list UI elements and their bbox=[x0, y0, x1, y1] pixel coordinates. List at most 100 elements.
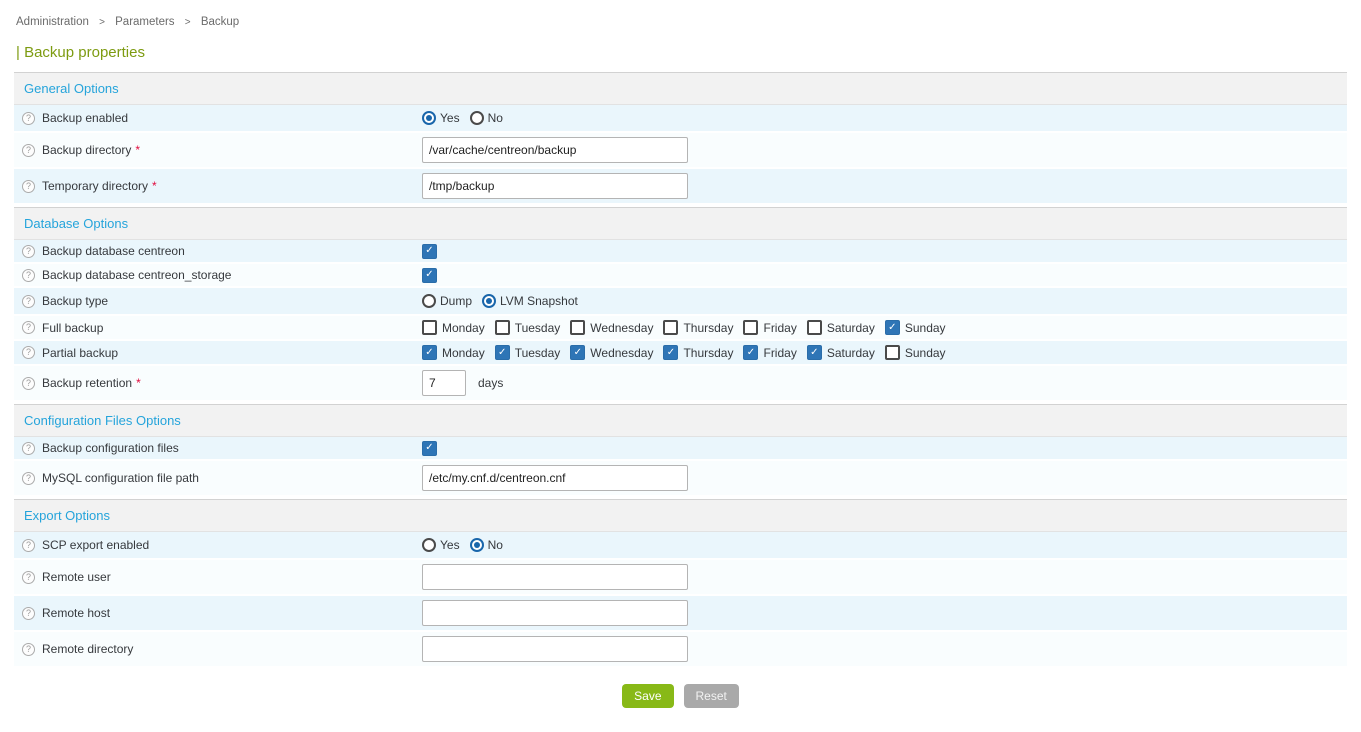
label-cell: ? Backup database centreon_storage bbox=[14, 268, 422, 282]
form-row-backup-database-centreon-storage: ? Backup database centreon_storage ✓ bbox=[14, 264, 1347, 288]
mysql-configuration-file-path-input[interactable] bbox=[422, 465, 688, 491]
remote-host-input[interactable] bbox=[422, 600, 688, 626]
help-icon[interactable]: ? bbox=[22, 143, 35, 157]
radio-label-yes: Yes bbox=[440, 538, 460, 552]
temporary-directory-input[interactable] bbox=[422, 173, 688, 199]
radio-option-yes: Yes bbox=[422, 538, 460, 552]
radio-scp-export-enabled-yes[interactable] bbox=[422, 538, 436, 552]
help-icon[interactable]: ? bbox=[22, 376, 35, 390]
day-label-monday: Monday bbox=[442, 345, 485, 360]
help-icon[interactable]: ? bbox=[22, 346, 35, 359]
radio-scp-export-enabled-no[interactable] bbox=[469, 538, 484, 552]
checkbox-full-backup-saturday[interactable]: ✓ bbox=[806, 320, 822, 335]
day-label-saturday: Saturday bbox=[826, 345, 875, 360]
checkbox-full-backup-monday[interactable]: ✓ bbox=[422, 320, 437, 335]
day-label-friday: Friday bbox=[763, 345, 797, 360]
help-icon[interactable]: ? bbox=[22, 570, 35, 584]
label-cell: ? Remote directory bbox=[14, 642, 422, 656]
action-buttons: Save Reset bbox=[14, 684, 1347, 722]
label-cell: ? SCP export enabled bbox=[14, 538, 422, 552]
checkbox-partial-backup-monday[interactable]: ✓ bbox=[422, 345, 437, 360]
remote-directory-input[interactable] bbox=[422, 636, 688, 662]
checkbox-backup-configuration-files[interactable]: ✓ bbox=[422, 440, 437, 456]
field-label-remote-user: Remote user bbox=[42, 570, 111, 584]
label-cell: ? Backup database centreon bbox=[14, 244, 422, 258]
day-option-thursday: ✓ Thursday bbox=[663, 345, 733, 360]
input-suffix-days: days bbox=[478, 376, 504, 390]
radio-backup-type-dump[interactable] bbox=[422, 294, 436, 308]
help-icon[interactable]: ? bbox=[22, 471, 35, 485]
radio-option-no: No bbox=[469, 111, 503, 125]
form-row-full-backup: ? Full backup ✓ Monday ✓ Tuesday ✓ Wednesday ✓ Th… bbox=[14, 316, 1347, 341]
radio-option-yes: Yes bbox=[422, 111, 460, 125]
label-cell: ? Backup directory * bbox=[14, 143, 422, 157]
help-icon[interactable]: ? bbox=[22, 268, 35, 282]
backup-retention-input[interactable] bbox=[422, 370, 466, 396]
field-label-backup-enabled: Backup enabled bbox=[42, 111, 129, 125]
day-option-saturday: ✓ Saturday bbox=[806, 345, 875, 360]
breadcrumb-separator: > bbox=[184, 17, 191, 28]
field-label-backup-directory: Backup directory bbox=[42, 143, 132, 157]
day-label-friday: Friday bbox=[763, 320, 797, 335]
day-label-thursday: Thursday bbox=[683, 320, 734, 335]
value-cell bbox=[422, 600, 688, 626]
radio-label-dump: Dump bbox=[440, 294, 473, 308]
radio-backup-type-lvm-snapshot[interactable] bbox=[482, 294, 497, 308]
value-cell: ✓ bbox=[422, 440, 442, 456]
checkbox-backup-database-centreon[interactable]: ✓ bbox=[422, 243, 437, 259]
help-icon[interactable]: ? bbox=[22, 244, 35, 258]
label-cell: ? Temporary directory * bbox=[14, 179, 422, 193]
section-header-export-options: Export Options bbox=[14, 499, 1347, 532]
checkbox-full-backup-thursday[interactable]: ✓ bbox=[663, 320, 679, 335]
form-table: General Options? Backup enabled Yes No? Back… bbox=[14, 72, 1347, 668]
help-icon[interactable]: ? bbox=[22, 111, 35, 125]
day-option-monday: ✓ Monday bbox=[422, 320, 485, 335]
breadcrumb-item-administration[interactable]: Administration bbox=[16, 16, 89, 28]
reset-button[interactable]: Reset bbox=[683, 684, 739, 708]
remote-user-input[interactable] bbox=[422, 564, 688, 590]
value-cell: Yes No bbox=[422, 111, 513, 125]
day-option-tuesday: ✓ Tuesday bbox=[494, 345, 560, 360]
checkbox-partial-backup-saturday[interactable]: ✓ bbox=[806, 345, 822, 360]
value-cell: ✓ bbox=[422, 267, 442, 283]
form-row-mysql-configuration-file-path: ? MySQL configuration file path bbox=[14, 461, 1347, 497]
radio-label-lvm-snapshot: LVM Snapshot bbox=[500, 294, 578, 308]
checkbox-full-backup-friday[interactable]: ✓ bbox=[743, 320, 759, 335]
label-cell: ? Backup enabled bbox=[14, 111, 422, 125]
label-cell: ? Remote host bbox=[14, 606, 422, 620]
value-cell: Dump LVM Snapshot bbox=[422, 294, 588, 308]
form-row-backup-configuration-files: ? Backup configuration files ✓ bbox=[14, 437, 1347, 461]
breadcrumb-item-parameters[interactable]: Parameters bbox=[115, 16, 175, 28]
value-cell bbox=[422, 173, 688, 199]
checkbox-partial-backup-friday[interactable]: ✓ bbox=[743, 345, 759, 360]
checkbox-partial-backup-thursday[interactable]: ✓ bbox=[663, 345, 679, 360]
help-icon[interactable]: ? bbox=[22, 294, 35, 308]
radio-option-lvm-snapshot: LVM Snapshot bbox=[482, 294, 578, 308]
value-cell: ✓ bbox=[422, 243, 442, 259]
help-icon[interactable]: ? bbox=[22, 642, 35, 656]
day-label-tuesday: Tuesday bbox=[514, 320, 561, 335]
help-icon[interactable]: ? bbox=[22, 441, 35, 455]
checkbox-full-backup-tuesday[interactable]: ✓ bbox=[494, 320, 510, 335]
help-icon[interactable]: ? bbox=[22, 321, 35, 334]
checkbox-full-backup-wednesday[interactable]: ✓ bbox=[570, 320, 586, 335]
help-icon[interactable]: ? bbox=[22, 606, 35, 620]
radio-backup-enabled-yes[interactable] bbox=[422, 111, 436, 125]
help-icon[interactable]: ? bbox=[22, 538, 35, 552]
backup-directory-input[interactable] bbox=[422, 137, 688, 163]
checkbox-partial-backup-tuesday[interactable]: ✓ bbox=[494, 345, 510, 360]
value-cell bbox=[422, 564, 688, 590]
save-button[interactable]: Save bbox=[622, 684, 674, 708]
checkbox-full-backup-sunday[interactable]: ✓ bbox=[884, 320, 900, 335]
value-cell: ✓ Monday ✓ Tuesday ✓ Wednesday ✓ Thursday ✓ Frida… bbox=[422, 320, 956, 335]
checkbox-partial-backup-sunday[interactable]: ✓ bbox=[884, 345, 900, 360]
day-label-monday: Monday bbox=[442, 320, 485, 335]
help-icon[interactable]: ? bbox=[22, 179, 35, 193]
breadcrumb-item-backup[interactable]: Backup bbox=[200, 16, 240, 28]
value-cell: days bbox=[422, 370, 503, 396]
field-label-remote-directory: Remote directory bbox=[42, 642, 134, 656]
radio-backup-enabled-no[interactable] bbox=[469, 111, 484, 125]
checkbox-partial-backup-wednesday[interactable]: ✓ bbox=[570, 345, 586, 360]
form-row-backup-type: ? Backup type Dump LVM Snapshot bbox=[14, 288, 1347, 316]
checkbox-backup-database-centreon-storage[interactable]: ✓ bbox=[422, 267, 437, 283]
